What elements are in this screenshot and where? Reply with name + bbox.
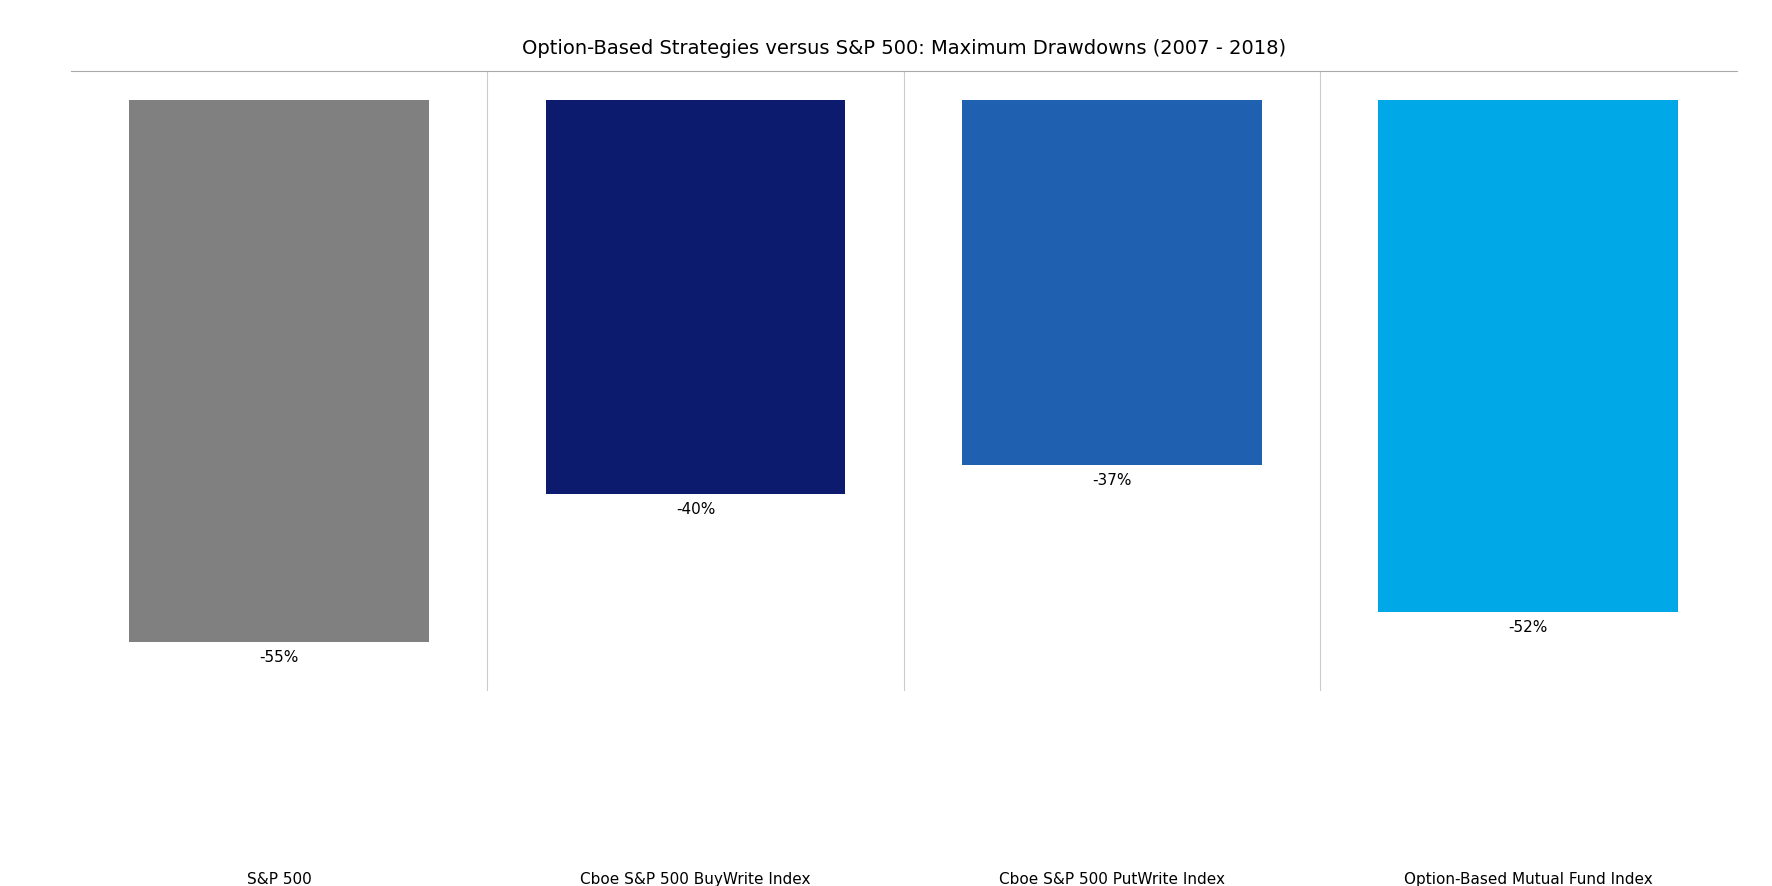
Text: -52%: -52% xyxy=(1508,620,1549,635)
Text: -37%: -37% xyxy=(1092,472,1132,487)
Bar xyxy=(1379,100,1678,612)
Text: -40%: -40% xyxy=(675,502,716,517)
Bar xyxy=(129,100,429,641)
Bar xyxy=(546,100,845,494)
Bar xyxy=(962,100,1262,464)
Text: -55%: -55% xyxy=(259,649,299,664)
Title: Option-Based Strategies versus S&P 500: Maximum Drawdowns (2007 - 2018): Option-Based Strategies versus S&P 500: … xyxy=(521,39,1286,58)
